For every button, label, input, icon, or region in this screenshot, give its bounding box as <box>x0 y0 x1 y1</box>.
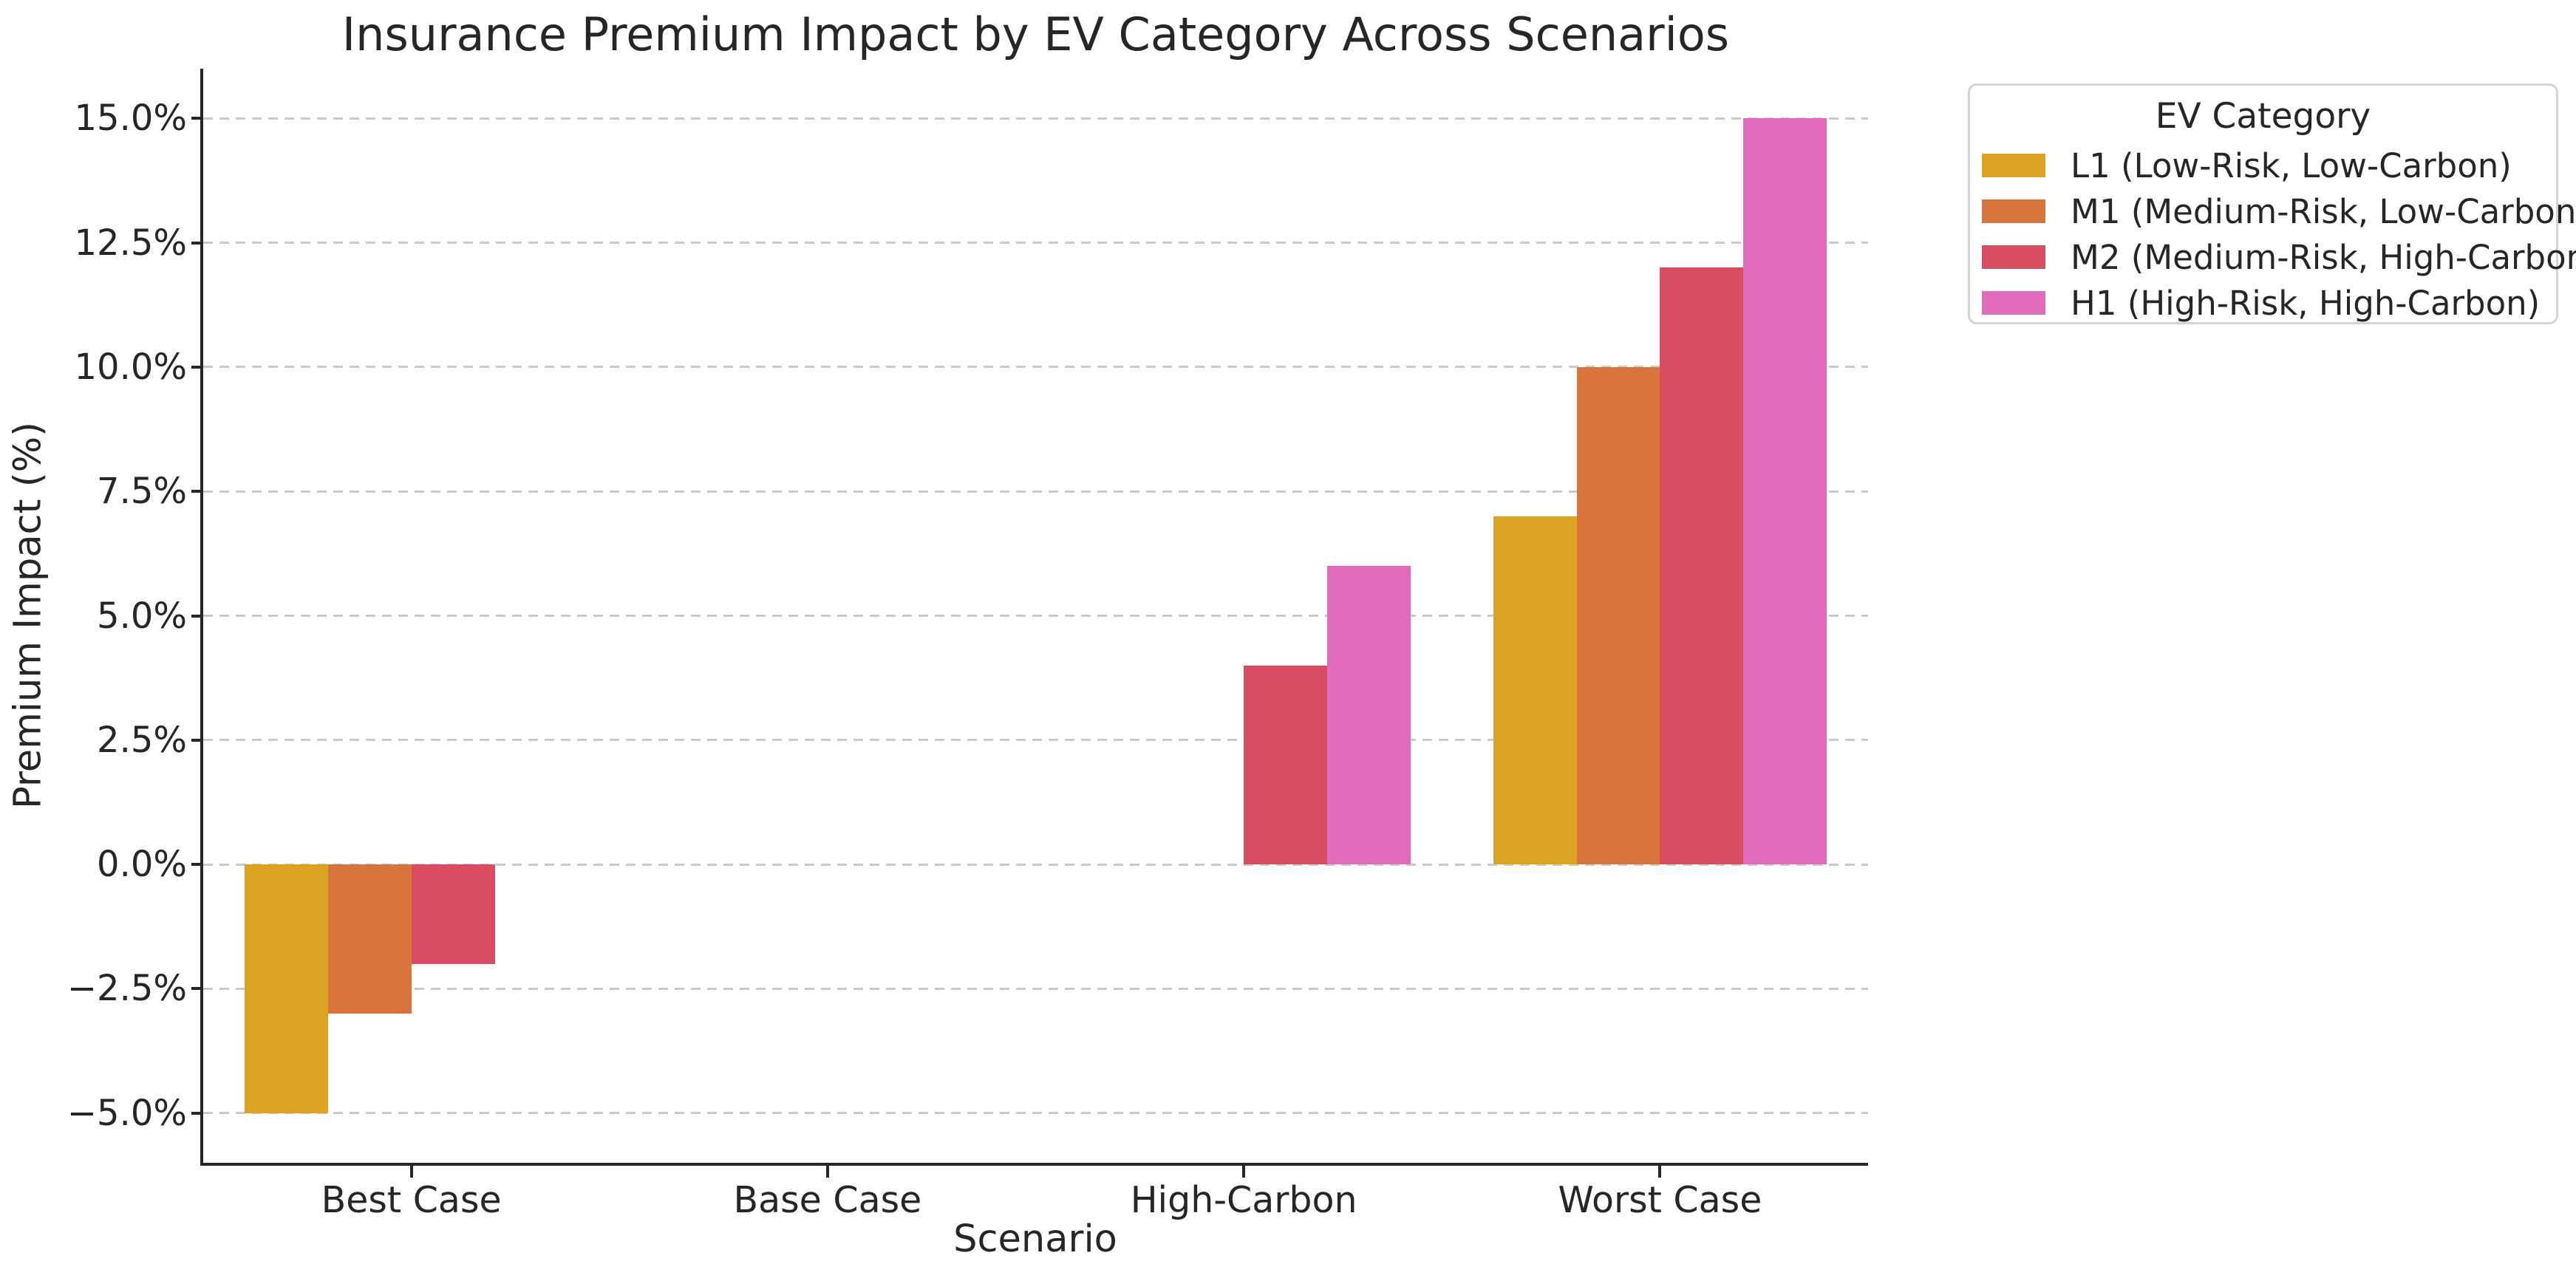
bar <box>1743 118 1827 865</box>
y-tick-mark <box>191 490 203 493</box>
gridline <box>203 1112 1868 1115</box>
y-tick-mark <box>191 987 203 991</box>
legend-label: M2 (Medium-Risk, High-Carbon) <box>2071 237 2576 277</box>
gridline <box>203 863 1868 866</box>
legend-label: L1 (Low-Risk, Low-Carbon) <box>2071 146 2512 185</box>
y-tick-mark <box>191 1111 203 1115</box>
y-tick-label: −5.0% <box>67 1092 187 1134</box>
y-tick-mark <box>191 863 203 867</box>
gridline <box>203 615 1868 617</box>
y-tick-label: 12.5% <box>74 222 187 264</box>
bar <box>411 864 495 964</box>
bar <box>1576 366 1660 865</box>
x-tick-label: Worst Case <box>1558 1179 1762 1221</box>
x-tick-mark <box>1658 1166 1662 1178</box>
y-axis-label: Premium Impact (%) <box>6 422 50 809</box>
legend-swatch <box>1982 154 2045 177</box>
legend-rows: L1 (Low-Risk, Low-Carbon) M1 (Medium-Risk… <box>1970 143 2576 326</box>
gridline <box>203 242 1868 245</box>
gridline <box>203 490 1868 493</box>
legend-item: H1 (High-Risk, High-Carbon) <box>1970 280 2556 326</box>
y-axis-spine <box>200 69 203 1166</box>
y-tick-label: 2.5% <box>97 719 187 761</box>
y-tick-label: 7.5% <box>97 471 187 513</box>
legend-item: L1 (Low-Risk, Low-Carbon) <box>1970 143 2556 188</box>
legend-swatch <box>1982 245 2045 269</box>
y-tick-label: −2.5% <box>67 968 187 1010</box>
chart-title: Insurance Premium Impact by EV Category … <box>341 7 1730 61</box>
gridline <box>203 987 1868 990</box>
legend-item: M2 (Medium-Risk, High-Carbon) <box>1970 234 2576 280</box>
bar <box>1493 516 1578 865</box>
x-tick-mark <box>825 1166 829 1178</box>
x-axis-spine <box>200 1163 1868 1166</box>
y-tick-label: 5.0% <box>97 595 187 637</box>
y-tick-mark <box>191 365 203 369</box>
legend-label: H1 (High-Risk, High-Carbon) <box>2071 283 2541 323</box>
x-tick-label: Best Case <box>321 1179 502 1221</box>
x-tick-mark <box>409 1166 413 1178</box>
y-tick-mark <box>191 117 203 120</box>
x-tick-mark <box>1242 1166 1246 1178</box>
bar <box>1244 665 1328 865</box>
y-tick-mark <box>191 241 203 245</box>
bar <box>1660 267 1744 865</box>
legend-swatch <box>1982 199 2045 223</box>
bar <box>327 864 412 1014</box>
gridline <box>203 366 1868 369</box>
legend-title: EV Category <box>2155 96 2371 137</box>
y-tick-label: 0.0% <box>97 844 187 886</box>
gridline <box>203 739 1868 742</box>
x-tick-label: High-Carbon <box>1130 1179 1357 1221</box>
bar <box>245 864 329 1113</box>
y-tick-label: 15.0% <box>74 98 187 140</box>
y-tick-mark <box>191 614 203 618</box>
legend-item: M1 (Medium-Risk, Low-Carbon) <box>1970 188 2576 234</box>
x-tick-label: Base Case <box>733 1179 922 1221</box>
y-tick-mark <box>191 738 203 742</box>
x-axis-label: Scenario <box>953 1217 1117 1261</box>
legend-label: M1 (Medium-Risk, Low-Carbon) <box>2071 191 2576 231</box>
legend-swatch <box>1982 291 2045 315</box>
legend: EV Category L1 (Low-Risk, Low-Carbon) M1 … <box>1968 83 2576 326</box>
gridline <box>203 117 1868 120</box>
bar <box>1326 566 1411 865</box>
y-tick-label: 10.0% <box>74 346 187 388</box>
